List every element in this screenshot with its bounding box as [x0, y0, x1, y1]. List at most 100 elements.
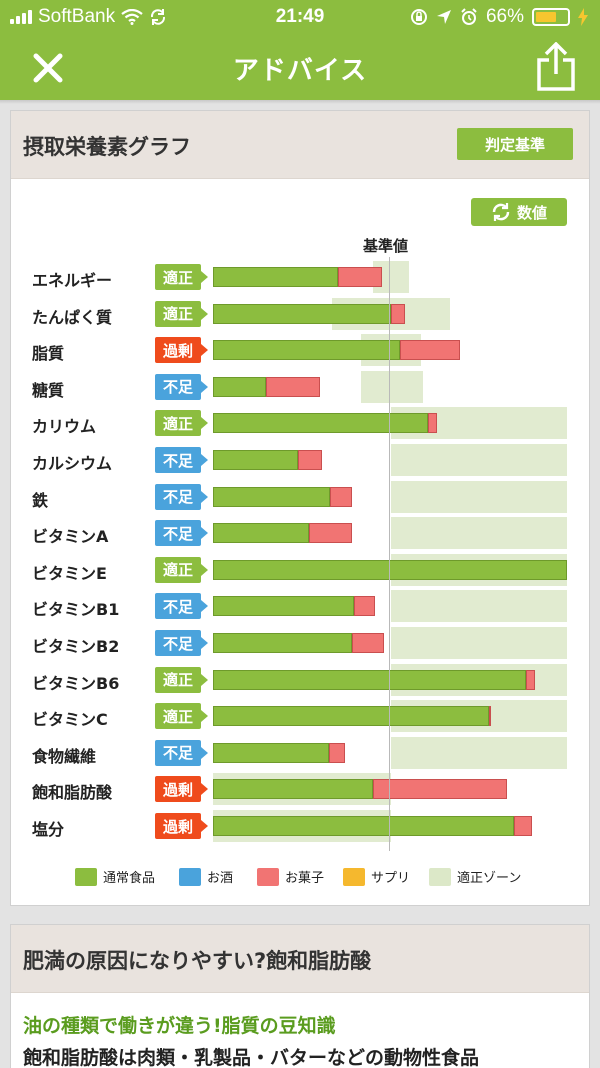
nutrient-label: たんぱく質 — [32, 307, 113, 327]
nutrient-row: カリウム 適正 — [11, 405, 591, 441]
legend-alcohol: お酒 — [179, 867, 233, 886]
nutrient-row: 鉄 不足 — [11, 479, 591, 515]
legend-appropriate-zone: 適正ゾーン — [429, 867, 521, 886]
legend-supplement: サプリ — [343, 867, 410, 886]
bar-snack — [309, 523, 352, 544]
bar-snack — [330, 486, 352, 507]
nutrient-label: ビタミンB2 — [32, 637, 120, 656]
chart-legend: 通常食品 お酒 お菓子 サプリ 適正ゾーン — [11, 867, 591, 891]
nutrient-label: 鉄 — [32, 490, 49, 510]
nutrient-label: カルシウム — [32, 454, 113, 473]
status-bar: SoftBank 21:49 66% — [0, 0, 600, 34]
bar-snack — [351, 633, 384, 653]
bar-normal-food — [213, 303, 391, 324]
status-under-badge: 不足 — [155, 520, 208, 547]
share-icon[interactable] — [534, 42, 578, 92]
bar-snack — [266, 376, 320, 397]
status-over-badge: 過剰 — [155, 337, 208, 364]
nutrient-row: カルシウム 不足 — [11, 442, 591, 478]
status-under-badge: 不足 — [155, 630, 208, 656]
close-icon[interactable] — [28, 48, 68, 88]
status-ok-badge: 適正 — [155, 264, 208, 290]
bar-snack — [298, 450, 322, 470]
values-toggle-button[interactable]: 数値 — [471, 198, 567, 226]
nutrient-label: ビタミンB1 — [32, 600, 120, 620]
legend-swatch — [257, 867, 279, 886]
bar-snack — [488, 706, 491, 727]
legend-label: 適正ゾーン — [457, 871, 522, 886]
battery-percent: 66% — [485, 6, 524, 27]
appropriate-zone — [360, 370, 424, 403]
bar-normal-food — [213, 706, 489, 727]
nutrient-row: 飽和脂肪酸 過剰 — [11, 771, 591, 807]
bar-snack — [353, 596, 375, 617]
bar-normal-food — [213, 450, 299, 470]
article-title: 肥満の原因になりやすい?飽和脂肪酸 — [23, 949, 372, 973]
nutrient-label: 脂質 — [32, 344, 65, 364]
values-button-label: 数値 — [516, 203, 547, 222]
nutrient-label: 飽和脂肪酸 — [32, 783, 113, 803]
nutrient-row: ビタミンA 不足 — [11, 515, 591, 551]
status-ok-badge: 適正 — [155, 410, 208, 437]
card-title: 摂取栄養素グラフ — [23, 135, 191, 159]
nutrient-label: 塩分 — [32, 820, 65, 839]
bar-normal-food — [213, 596, 354, 617]
bar-normal-food — [213, 340, 400, 361]
status-ok-badge: 適正 — [155, 300, 208, 327]
bar-normal-food — [213, 486, 331, 507]
nutrient-row: 塩分 過剰 — [11, 808, 591, 844]
legend-label: お菓子 — [285, 871, 325, 886]
location-icon — [436, 10, 451, 24]
legend-swatch — [343, 867, 365, 886]
bar-snack — [399, 340, 461, 361]
legend-swatch — [75, 867, 97, 886]
sync-icon — [151, 9, 166, 25]
status-time: 21:49 — [275, 6, 325, 27]
bar-snack — [328, 742, 345, 763]
alarm-icon — [461, 8, 477, 25]
bar-normal-food — [213, 669, 527, 690]
status-under-badge: 不足 — [155, 447, 208, 473]
status-ok-badge: 適正 — [155, 556, 208, 583]
article-card: 肥満の原因になりやすい?飽和脂肪酸 油の種類で働きが違う!脂質の豆知識 飽和脂肪… — [10, 924, 590, 1068]
nutrient-row: ビタミンB1 不足 — [11, 588, 591, 624]
nutrient-label: ビタミンB6 — [32, 673, 120, 693]
bar-snack — [513, 816, 532, 836]
legend-label: 通常食品 — [103, 871, 156, 886]
nutrient-label: ビタミンA — [32, 527, 109, 547]
nutrient-row: たんぱく質 適正 — [11, 296, 591, 332]
bar-normal-food — [213, 413, 429, 434]
refresh-icon — [492, 203, 510, 221]
criteria-button[interactable]: 判定基準 — [457, 128, 573, 160]
reference-line — [389, 257, 390, 851]
orientation-lock-icon — [410, 9, 427, 25]
bar-normal-food — [213, 559, 567, 580]
bar-snack — [337, 267, 383, 287]
bar-normal-food — [213, 742, 329, 763]
nutrient-row: ビタミンB2 不足 — [11, 625, 591, 661]
status-right: 66% — [410, 6, 588, 28]
battery-icon — [532, 8, 570, 26]
nutrient-graph-card: 摂取栄養素グラフ 判定基準 数値 基準値 エネルギー 適正 たんぱく質 適正 脂質 過剰糖… — [10, 110, 590, 906]
charging-icon — [578, 8, 588, 26]
nutrient-label: ビタミンC — [32, 710, 108, 730]
card-header: 摂取栄養素グラフ 判定基準 — [11, 111, 589, 179]
nutrient-row: エネルギー 適正 — [11, 259, 591, 295]
legend-normal-food: 通常食品 — [75, 867, 155, 886]
appropriate-zone — [391, 627, 567, 659]
card-header: 肥満の原因になりやすい?飽和脂肪酸 — [11, 925, 589, 993]
status-over-badge: 過剰 — [155, 813, 208, 839]
appropriate-zone — [391, 444, 567, 476]
nutrient-row: 脂質 過剰 — [11, 332, 591, 368]
article-subhead[interactable]: 油の種類で働きが違う!脂質の豆知識 — [23, 1015, 336, 1037]
status-ok-badge: 適正 — [155, 703, 208, 730]
nutrient-row: ビタミンE 適正 — [11, 552, 591, 588]
status-under-badge: 不足 — [155, 739, 208, 766]
legend-swatch — [179, 867, 201, 886]
bar-snack — [526, 669, 536, 690]
legend-label: サプリ — [371, 871, 411, 886]
status-under-badge: 不足 — [155, 483, 208, 510]
bar-normal-food — [213, 779, 374, 800]
appropriate-zone — [391, 517, 567, 550]
reference-label: 基準値 — [363, 237, 409, 255]
